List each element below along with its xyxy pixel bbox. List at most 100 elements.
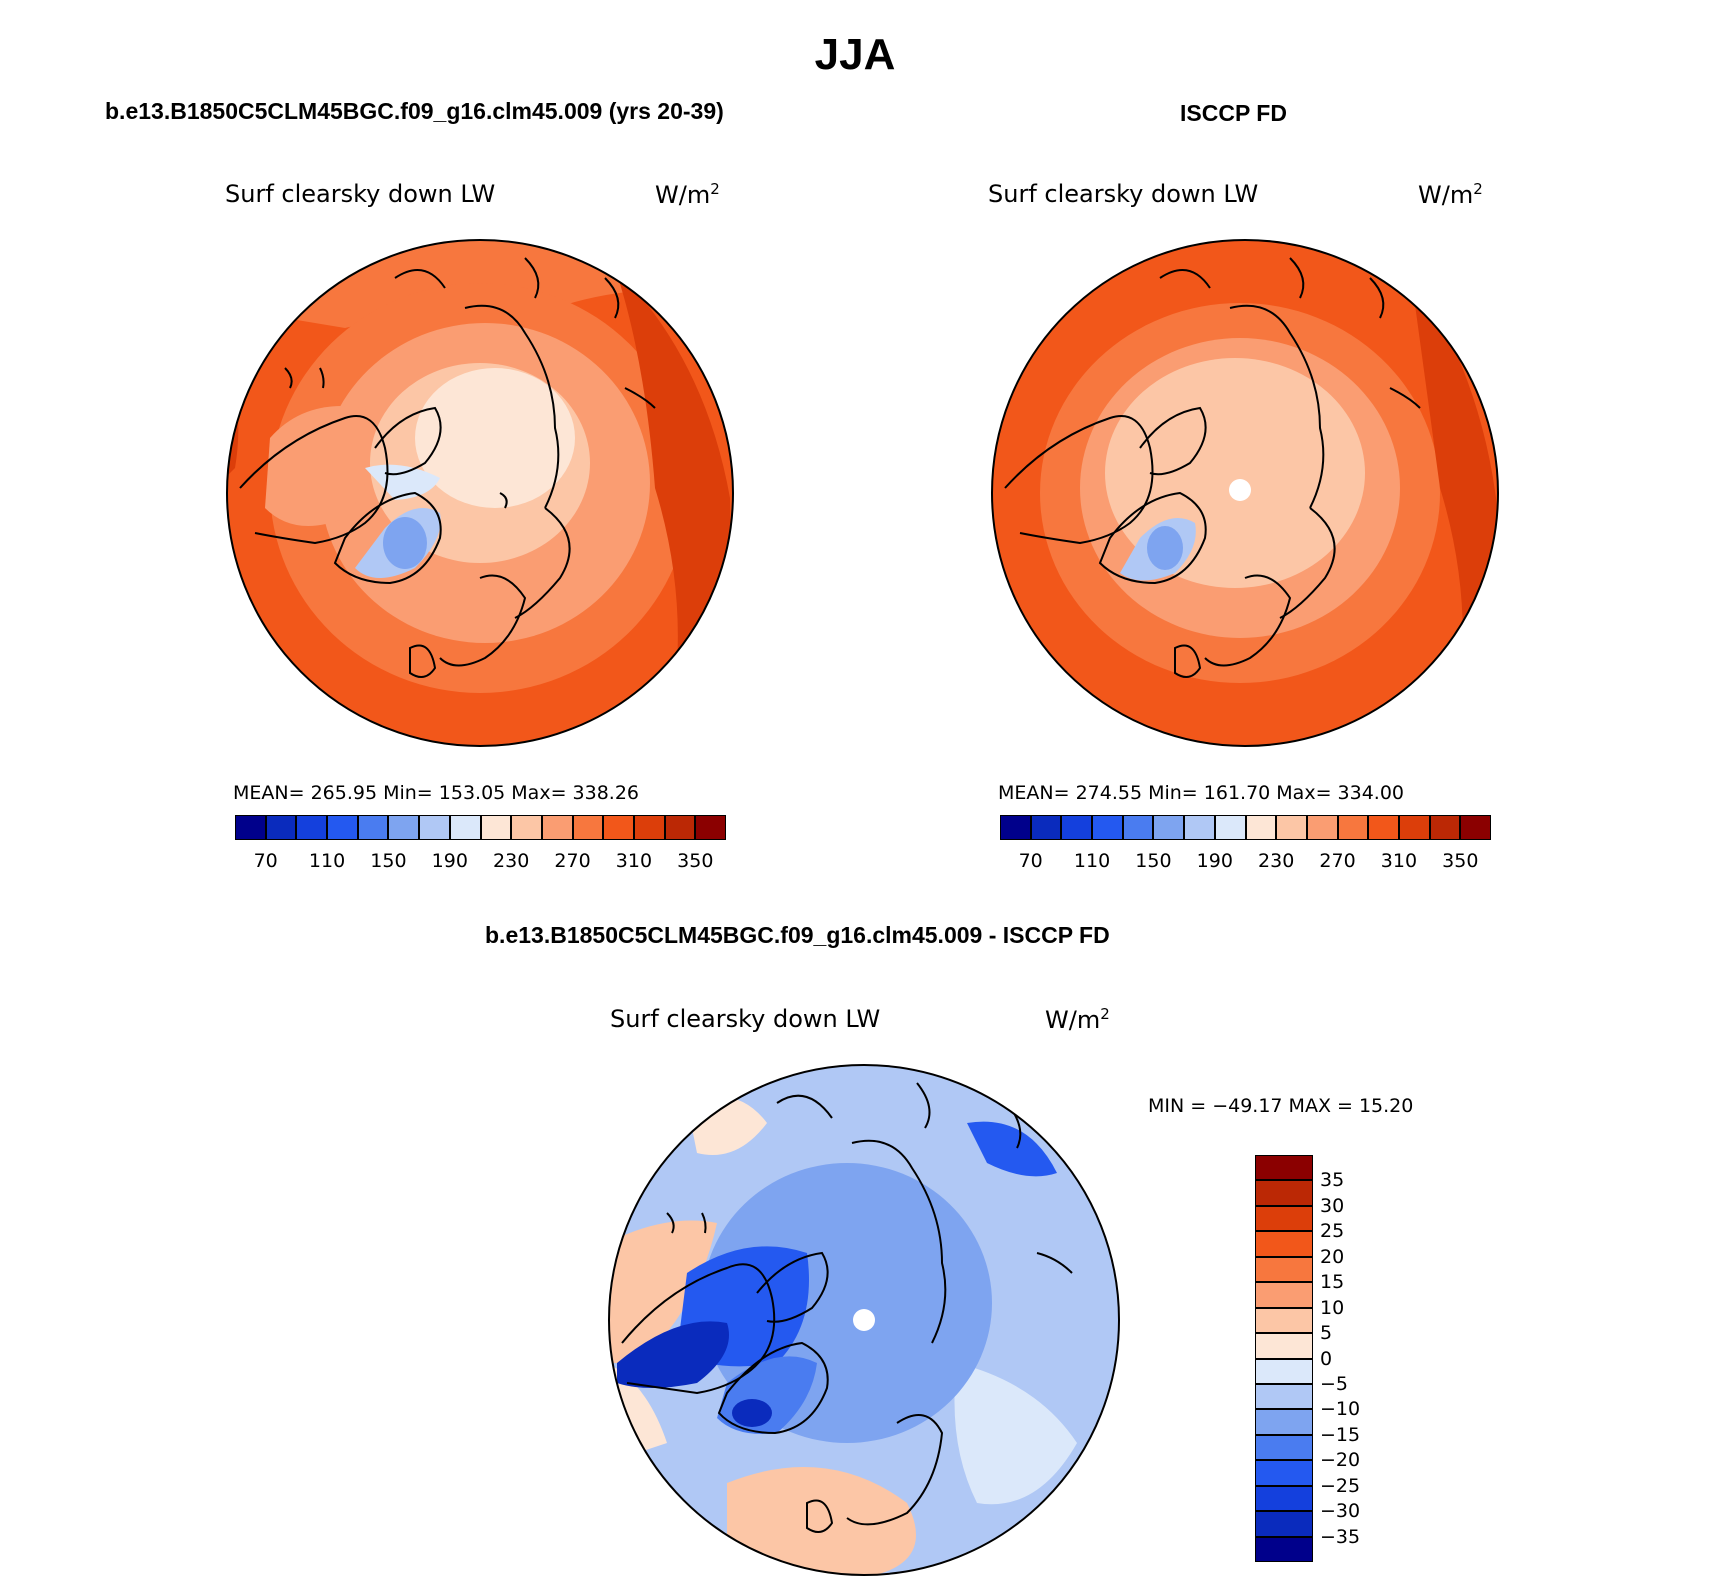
- colorbar-tick-label: 190: [1196, 850, 1233, 872]
- colorbar-tick-label: 230: [493, 850, 530, 872]
- colorbar-swatch: [480, 815, 512, 840]
- colorbar-swatch: [511, 815, 542, 840]
- colorbar-swatch: [235, 815, 266, 840]
- colorbar-ticks-model: 70 110 150 190 230 270 310 350: [235, 850, 726, 874]
- colorbar-swatch: [1153, 815, 1185, 840]
- colorbar-swatch: [419, 815, 450, 840]
- colorbar-swatch: [388, 815, 420, 840]
- colorbar-tick-label: 0: [1320, 1347, 1333, 1370]
- coastlines-obs: [1004, 257, 1421, 678]
- figure-title: JJA: [814, 30, 896, 79]
- polar-map-diff: [608, 1064, 1120, 1576]
- colorbar-swatch: [1255, 1383, 1313, 1410]
- colorbar-swatch: [1368, 815, 1399, 840]
- colorbar-swatch: [1030, 815, 1062, 840]
- map-fill-greenland-core: [383, 517, 427, 569]
- colorbar-swatch: [1255, 1409, 1313, 1435]
- colorbar-tick-label: 150: [1135, 850, 1172, 872]
- colorbar-tick-label: 30: [1320, 1194, 1345, 1217]
- map-fill-pole: [415, 368, 575, 508]
- stats-model: MEAN= 265.95 Min= 153.05 Max= 338.26: [233, 782, 640, 804]
- colorbar-swatch: [1245, 815, 1277, 840]
- stats-obs: MEAN= 274.55 Min= 161.70 Max= 334.00: [998, 782, 1405, 804]
- colorbar-model: [235, 815, 726, 840]
- colorbar-swatch: [1092, 815, 1123, 840]
- colorbar-swatch: [664, 815, 696, 840]
- variable-label-diff: Surf clearsky down LW: [610, 1005, 881, 1033]
- colorbar-tick-label: −30: [1320, 1500, 1361, 1523]
- colorbar-swatch: [296, 815, 328, 840]
- colorbar-swatch: [1122, 815, 1154, 840]
- coastlines-model: [239, 257, 656, 678]
- map-border-model: [226, 239, 734, 747]
- colorbar-swatch: [633, 815, 665, 840]
- colorbar-swatch: [1255, 1434, 1313, 1461]
- colorbar-tick-label: 35: [1320, 1169, 1345, 1192]
- coastlines-diff: [621, 1082, 1073, 1533]
- units-label-diff: W/m2: [1045, 1005, 1110, 1034]
- colorbar-obs: [1000, 815, 1491, 840]
- colorbar-tick-label: −20: [1320, 1449, 1361, 1472]
- colorbar-swatch: [1255, 1358, 1313, 1384]
- colorbar-swatch: [449, 815, 481, 840]
- colorbar-tick-label: 150: [370, 850, 407, 872]
- colorbar-tick-label: 70: [1018, 850, 1043, 872]
- colorbar-swatch: [541, 815, 573, 840]
- colorbar-tick-label: 15: [1320, 1271, 1345, 1294]
- pole-hole-obs: [1229, 479, 1251, 501]
- colorbar-diff: [1255, 1155, 1313, 1562]
- variable-label-obs: Surf clearsky down LW: [988, 180, 1259, 208]
- map-fill-strong: [617, 1321, 729, 1388]
- colorbar-swatch: [357, 815, 389, 840]
- panel-heading-model: b.e13.B1850C5CLM45BGC.f09_g16.clm45.009 …: [105, 98, 724, 124]
- colorbar-swatch: [1214, 815, 1246, 840]
- colorbar-tick-label: 190: [431, 850, 468, 872]
- colorbar-swatch: [1255, 1536, 1313, 1562]
- stats-diff: MIN = −49.17 MAX = 15.20: [1148, 1095, 1414, 1117]
- colorbar-swatch: [1337, 815, 1369, 840]
- colorbar-tick-label: 10: [1320, 1296, 1345, 1319]
- colorbar-tick-label: 270: [1319, 850, 1356, 872]
- colorbar-tick-label: 350: [1442, 850, 1479, 872]
- map-fill-warm-south: [727, 1467, 916, 1575]
- colorbar-swatch: [1255, 1485, 1313, 1512]
- colorbar-swatch: [1255, 1155, 1313, 1181]
- colorbar-swatch: [1255, 1180, 1313, 1206]
- colorbar-tick-label: 70: [253, 850, 278, 872]
- colorbar-swatch: [1429, 815, 1461, 840]
- colorbar-swatch: [1276, 815, 1307, 840]
- colorbar-swatch: [1255, 1256, 1313, 1283]
- colorbar-tick-label: 5: [1320, 1322, 1333, 1345]
- colorbar-swatch: [265, 815, 297, 840]
- colorbar-tick-label: 110: [308, 850, 346, 872]
- colorbar-swatch: [1255, 1511, 1313, 1537]
- pole-hole-diff: [853, 1309, 875, 1331]
- colorbar-swatch: [695, 815, 726, 840]
- colorbar-tick-label: 20: [1320, 1245, 1345, 1268]
- polar-map-model: [226, 239, 734, 747]
- colorbar-tick-label: 350: [677, 850, 714, 872]
- map-fill-greenland-core: [732, 1399, 772, 1427]
- colorbar-tick-label: 230: [1258, 850, 1295, 872]
- colorbar-swatch: [603, 815, 634, 840]
- map-fill-light-east: [954, 1363, 1077, 1505]
- colorbar-swatch: [1306, 815, 1338, 840]
- colorbar-swatch: [1255, 1231, 1313, 1257]
- colorbar-ticks-obs: 70 110 150 190 230 270 310 350: [1000, 850, 1491, 874]
- colorbar-swatch: [1398, 815, 1430, 840]
- colorbar-tick-label: −10: [1320, 1398, 1361, 1421]
- colorbar-tick-label: 110: [1073, 850, 1111, 872]
- colorbar-swatch: [1460, 815, 1491, 840]
- colorbar-swatch: [327, 815, 358, 840]
- colorbar-swatch: [1000, 815, 1031, 840]
- variable-label-model: Surf clearsky down LW: [225, 180, 496, 208]
- polar-map-obs: [991, 239, 1499, 747]
- map-fill-ne: [967, 1121, 1057, 1177]
- map-fill-canada: [265, 406, 372, 526]
- colorbar-tick-label: 310: [615, 850, 653, 872]
- colorbar-tick-label: 310: [1380, 850, 1418, 872]
- units-label-obs: W/m2: [1418, 180, 1483, 209]
- colorbar-tick-label: 25: [1320, 1220, 1345, 1243]
- map-fill-greenland-core: [1147, 526, 1183, 570]
- colorbar-tick-label: −35: [1320, 1525, 1361, 1548]
